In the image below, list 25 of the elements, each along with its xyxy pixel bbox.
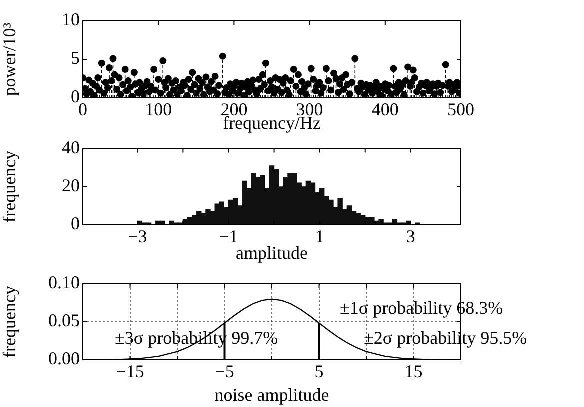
y-tick-label: 0.05 xyxy=(48,310,80,331)
y-tick-label: 10 xyxy=(62,10,80,30)
x-tick-label: 1 xyxy=(315,226,324,247)
x-tick-label: −5 xyxy=(215,362,234,382)
x-tick-label: 500 xyxy=(448,100,474,120)
y-tick-label: 20 xyxy=(62,176,80,196)
y-tick-label: 0.10 xyxy=(48,272,80,293)
x-tick-label: −1 xyxy=(219,226,238,247)
y-axis-title: frequency xyxy=(0,286,20,358)
x-tick-label: 3 xyxy=(406,226,416,247)
x-tick-label: 400 xyxy=(372,100,399,120)
y-tick-label: 5 xyxy=(71,48,80,68)
y-axis-title: frequency xyxy=(0,150,20,223)
x-tick-label: 5 xyxy=(314,362,324,382)
x-axis-title: noise amplitude xyxy=(214,384,330,405)
y-tick-label: 0 xyxy=(71,214,80,234)
y-axis-title: power/10³ xyxy=(0,22,20,96)
y-tick-label: 0.00 xyxy=(48,348,80,369)
x-tick-label: 100 xyxy=(145,100,172,120)
y-tick-label: 0 xyxy=(71,86,80,107)
x-tick-label: −15 xyxy=(116,362,144,382)
x-tick-label: 15 xyxy=(404,362,423,382)
y-tick-label: 40 xyxy=(62,138,80,158)
x-tick-label: −3 xyxy=(128,226,148,247)
x-axis-title: amplitude xyxy=(236,242,308,263)
